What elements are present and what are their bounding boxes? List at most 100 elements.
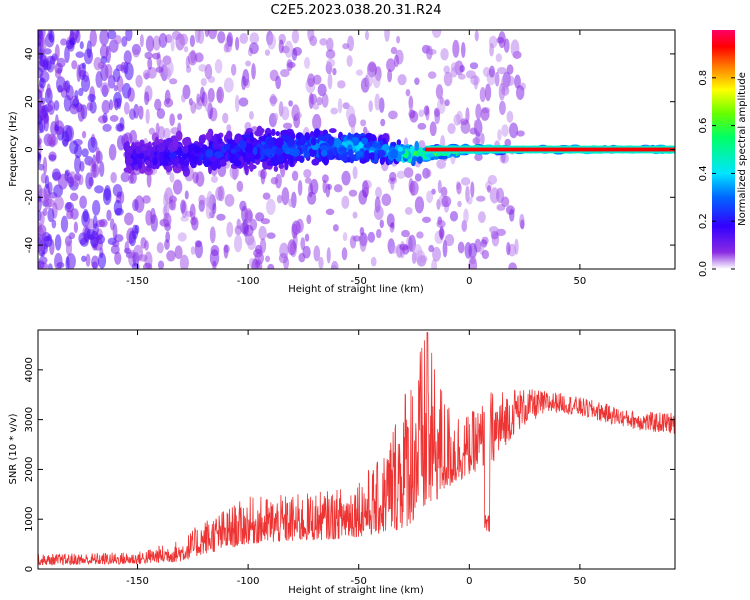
spectrogram-noise-mark bbox=[62, 124, 73, 143]
spectrogram-noise-mark bbox=[441, 195, 452, 208]
spectrogram-noise-mark bbox=[260, 218, 271, 225]
spectrogram-noise-mark bbox=[370, 256, 377, 267]
spectrogram-noise-mark bbox=[236, 180, 244, 192]
spectrogram-noise-mark bbox=[163, 127, 171, 140]
spectrogram-noise-mark bbox=[416, 231, 424, 239]
spectrogram-noise-mark bbox=[439, 96, 444, 105]
spectrogram-noise-mark bbox=[179, 33, 189, 46]
spectrogram-band-mark bbox=[270, 128, 276, 137]
spectrogram-band-mark bbox=[219, 159, 227, 166]
spectrogram-noise-mark bbox=[337, 98, 343, 114]
spectrogram-noise-mark bbox=[379, 219, 384, 229]
spectrogram-noise-mark bbox=[331, 264, 337, 269]
spectrogram-y-tick-label: 40 bbox=[24, 48, 35, 61]
spectrogram-band-mark bbox=[193, 145, 201, 154]
spectrogram-noise-mark bbox=[332, 67, 337, 76]
spectrogram-noise-mark bbox=[147, 57, 153, 70]
spectrogram-noise-mark bbox=[367, 231, 376, 243]
spectrogram-noise-mark bbox=[169, 172, 175, 183]
spectrogram-y-tick-label: -20 bbox=[24, 189, 35, 205]
spectrogram-noise-mark bbox=[381, 193, 392, 206]
spectrogram-noise-mark bbox=[108, 143, 117, 161]
spectrogram-noise-mark bbox=[181, 93, 186, 103]
spectrogram-band-mark bbox=[169, 152, 177, 159]
spectrogram-noise-mark bbox=[295, 111, 302, 119]
spectrogram-band-mark bbox=[223, 143, 232, 151]
spectrogram-noise-mark bbox=[350, 118, 355, 135]
spectrogram-noise-mark bbox=[368, 62, 377, 73]
spectrogram-noise-mark bbox=[325, 208, 335, 216]
spectrogram-noise-mark bbox=[459, 64, 465, 73]
spectrogram-noise-mark bbox=[50, 135, 58, 147]
colorbar-tick-label: 0.8 bbox=[698, 70, 709, 86]
spectrogram-noise-mark bbox=[124, 241, 130, 254]
spectrogram-band-mark bbox=[274, 148, 284, 155]
spectrogram-noise-mark bbox=[79, 195, 87, 209]
spectrogram-noise-mark bbox=[145, 35, 155, 52]
spectrogram-noise-mark bbox=[508, 122, 519, 139]
spectrogram-noise-mark bbox=[265, 255, 271, 263]
spectrogram-noise-mark bbox=[112, 68, 121, 83]
spectrogram-noise-mark bbox=[497, 129, 502, 141]
spectrogram-noise-mark bbox=[434, 109, 441, 125]
snr-y-label: SNR (10 * v/v) bbox=[8, 413, 19, 484]
spectrogram-noise-mark bbox=[77, 103, 85, 122]
spectrogram-noise-mark bbox=[91, 255, 100, 269]
spectrogram-band-mark bbox=[326, 152, 334, 159]
spectrogram-noise-mark bbox=[313, 245, 321, 262]
colorbar-tick-label: 0.6 bbox=[698, 118, 709, 134]
spectrogram-band-mark bbox=[289, 155, 294, 167]
spectrogram-noise-mark bbox=[209, 249, 220, 267]
spectrogram-noise-mark bbox=[109, 114, 119, 122]
spectrogram-band-mark bbox=[134, 164, 140, 171]
spectrogram-noise-mark bbox=[431, 30, 442, 39]
spectrogram-noise-mark bbox=[304, 56, 311, 69]
spectrogram-band-mark bbox=[371, 142, 381, 149]
spectrogram-noise-mark bbox=[53, 100, 60, 111]
spectrogram-noise-mark bbox=[183, 45, 189, 53]
spectrogram-noise-mark bbox=[180, 199, 186, 214]
spectrogram-noise-mark bbox=[223, 244, 229, 259]
spectrogram-noise-mark bbox=[110, 244, 120, 255]
spectrogram-noise-mark bbox=[378, 97, 385, 113]
spectrogram-noise-mark bbox=[177, 113, 183, 121]
spectrogram-x-tick-label: 50 bbox=[574, 276, 587, 287]
spectrogram-noise-mark bbox=[171, 30, 182, 40]
spectrogram-noise-mark bbox=[39, 53, 47, 68]
spectrogram-noise-mark bbox=[93, 237, 103, 251]
spectrogram-noise-mark bbox=[54, 69, 62, 79]
spectrogram-noise-mark bbox=[422, 216, 432, 223]
colorbar-gradient bbox=[712, 30, 735, 269]
spectrogram-band-mark bbox=[377, 149, 386, 158]
spectrogram-noise-mark bbox=[216, 88, 223, 102]
spectrogram-noise-mark bbox=[262, 192, 271, 200]
spectrogram-noise-mark bbox=[47, 208, 55, 223]
spectrogram-band-mark bbox=[213, 141, 220, 150]
spectrogram-noise-mark bbox=[516, 130, 525, 137]
spectrogram-noise-mark bbox=[245, 60, 251, 67]
spectrogram-noise-mark bbox=[169, 78, 178, 85]
spectrogram-noise-mark bbox=[418, 109, 425, 118]
colorbar-ticks: 0.0 0.2 0.4 0.6 0.8 bbox=[698, 70, 735, 277]
spectrogram-noise-mark bbox=[475, 103, 482, 120]
spectrogram-noise-mark bbox=[283, 256, 290, 269]
spectrogram-noise-mark bbox=[386, 58, 396, 73]
spectrogram-noise-mark bbox=[97, 252, 107, 269]
spectrogram-band-mark bbox=[182, 160, 189, 167]
spectrogram-noise-mark bbox=[284, 40, 294, 58]
spectrogram-band-mark bbox=[276, 154, 285, 163]
spectrogram-noise-mark bbox=[449, 210, 459, 222]
spectrogram-noise-mark bbox=[360, 119, 367, 127]
spectrogram-noise-mark bbox=[469, 256, 477, 265]
spectrogram-noise-mark bbox=[124, 62, 134, 81]
spectrogram-noise-mark bbox=[190, 217, 197, 226]
spectrogram-noise-mark bbox=[453, 114, 461, 126]
spectrogram-noise-mark bbox=[313, 74, 322, 85]
spectrogram-noise-mark bbox=[468, 242, 478, 259]
spectrogram-noise-mark bbox=[123, 132, 133, 145]
spectrogram-noise-mark bbox=[43, 235, 53, 248]
spectrogram-noise-mark bbox=[101, 99, 111, 114]
spectrogram-noise-mark bbox=[484, 83, 492, 102]
spectrogram-noise-mark bbox=[288, 100, 293, 107]
spectrogram-noise-mark bbox=[73, 221, 79, 234]
